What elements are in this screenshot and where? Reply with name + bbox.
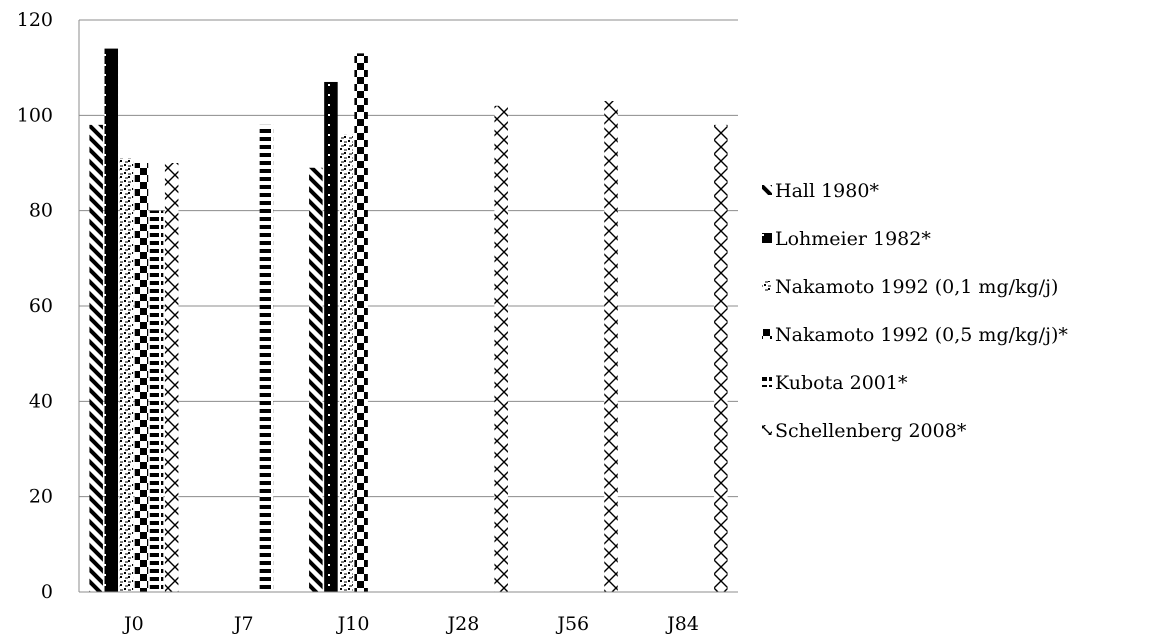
legend-label: Lohmeier 1982* — [775, 228, 931, 250]
x-tick-label: J56 — [555, 613, 589, 635]
y-tick-label: 60 — [29, 295, 53, 317]
legend-label: Nakamoto 1992 (0,1 mg/kg/j) — [775, 276, 1058, 298]
legend-item: Nakamoto 1992 (0,5 mg/kg/j)* — [762, 324, 1068, 346]
bar-schellenberg-2008-j0 — [164, 163, 179, 592]
y-tick-label: 40 — [29, 390, 53, 412]
legend-item: Hall 1980* — [762, 180, 879, 202]
x-tick-label: J10 — [336, 613, 370, 635]
legend: Hall 1980* Lohmeier 1982* Nakamoto 1992 (0… — [762, 180, 1068, 442]
legend-item: Nakamoto 1992 (0,1 mg/kg/j) — [762, 276, 1058, 298]
bar-nakamoto-1992-0-1-mg-kg-j-j10 — [339, 134, 353, 592]
bar-nakamoto-1992-0-5-mg-kg-j-j0 — [134, 163, 149, 592]
bar-kubota-2001-j0 — [149, 210, 164, 592]
bar-schellenberg-2008-j56 — [604, 101, 618, 593]
legend-swatch — [762, 281, 772, 291]
y-axis: 0 20 40 60 80 100 120 — [17, 9, 53, 603]
x-axis — [78, 20, 738, 593]
y-tick-label: 0 — [41, 581, 53, 603]
legend-swatch — [762, 425, 772, 435]
legend-swatch — [762, 329, 772, 339]
bar-schellenberg-2008-j84 — [714, 124, 728, 592]
y-tick-label: 20 — [29, 486, 53, 508]
x-axis-labels: J0 J7 J10 J28 J56 J84 — [122, 613, 699, 635]
y-tick-label: 120 — [17, 9, 53, 31]
bar-hall-1980-j0 — [89, 124, 103, 592]
bar-nakamoto-1992-0-1-mg-kg-j-j0 — [119, 158, 134, 592]
x-tick-label: J28 — [446, 613, 480, 635]
legend-item: Kubota 2001* — [762, 372, 908, 394]
bar-lohmeier-1982-j10 — [324, 81, 338, 592]
bars — [89, 48, 728, 593]
legend-swatch — [762, 185, 772, 195]
bar-hall-1980-j10 — [309, 167, 323, 592]
legend-label: Kubota 2001* — [775, 372, 908, 394]
legend-label: Nakamoto 1992 (0,5 mg/kg/j)* — [775, 324, 1068, 346]
x-tick-label: J7 — [232, 613, 254, 635]
y-tick-label: 80 — [29, 200, 53, 222]
legend-swatch — [762, 377, 772, 387]
x-tick-label: J84 — [665, 613, 699, 635]
y-tick-label: 100 — [17, 104, 53, 126]
legend-item: Lohmeier 1982* — [762, 228, 931, 250]
legend-label: Hall 1980* — [775, 180, 879, 202]
bar-kubota-2001-j7 — [259, 124, 274, 592]
legend-item: Schellenberg 2008* — [762, 420, 967, 442]
legend-swatch — [762, 233, 772, 243]
x-tick-label: J0 — [122, 613, 144, 635]
bar-schellenberg-2008-j28 — [494, 105, 508, 593]
bar-lohmeier-1982-j0 — [104, 48, 119, 593]
legend-label: Schellenberg 2008* — [775, 420, 967, 442]
bar-nakamoto-1992-0-5-mg-kg-j-j10 — [354, 53, 368, 593]
gridlines — [79, 19, 738, 498]
